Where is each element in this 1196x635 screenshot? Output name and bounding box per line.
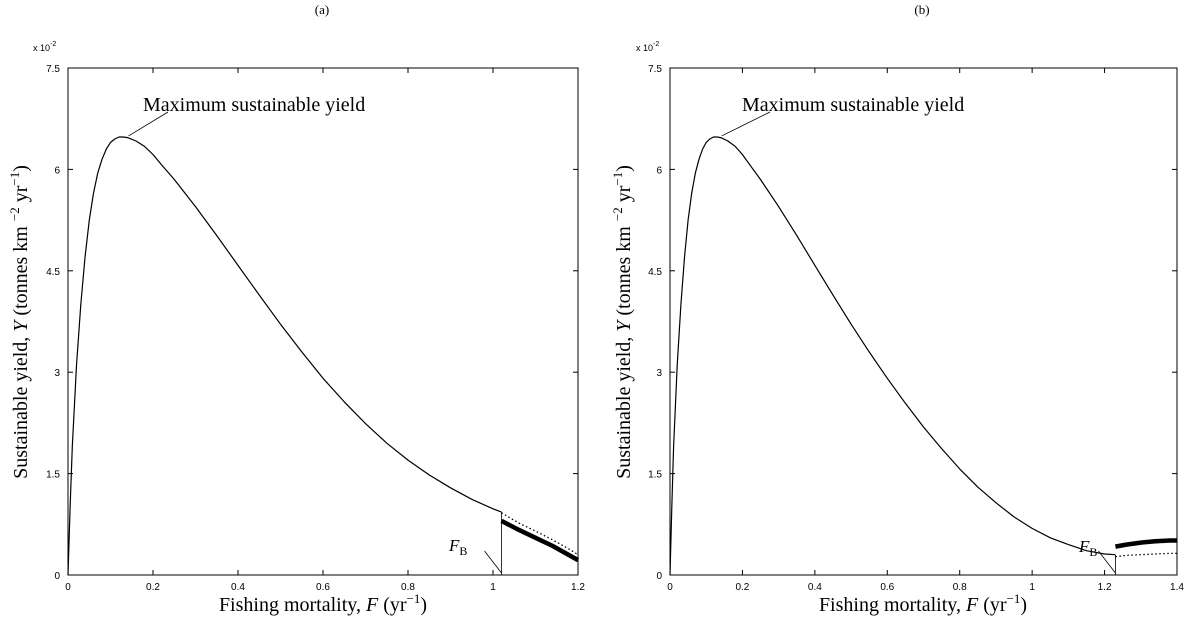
x-tick-label: 0.4 [808, 582, 822, 593]
y-tick-label: 1.5 [648, 470, 662, 481]
y-axis-label-b: Sustainable yield, Y (tonnes km −2 yr−1) [610, 165, 635, 479]
fb-label-b: FB [1078, 537, 1097, 559]
msy-leader-line [128, 111, 169, 137]
panel-b: (b) x 10-2 0 0.2 0.4 0.6 0.8 1 1.2 1.4 0 1.5 3 4.5… [610, 2, 1184, 616]
dotted-branch-line [1115, 552, 1177, 558]
x-tick-label: 1 [1029, 582, 1035, 593]
x-ticks-a: 0 0.2 0.4 0.6 0.8 1 1.2 [65, 68, 585, 593]
x-tick-label: 0.2 [735, 582, 749, 593]
annotation-msy-a: Maximum sustainable yield [143, 94, 365, 116]
chart-marks-b [669, 111, 1177, 576]
thick-branch-line [500, 518, 580, 563]
y-tick-label: 6 [54, 165, 60, 176]
x-tick-label: 0 [667, 582, 673, 593]
x-tick-label: 1 [490, 582, 496, 593]
x-tick-label: 1.2 [1098, 582, 1112, 593]
panel-label-a: (a) [315, 2, 329, 17]
x-tick-label: 0.2 [146, 582, 160, 593]
msy-leader-line [721, 111, 771, 137]
plot-frame-b [669, 67, 1178, 576]
x-tick-label: 0.6 [880, 582, 894, 593]
x-tick-label: 0.4 [231, 582, 245, 593]
y-ticks-a: 0 1.5 3 4.5 6 7.5 [46, 64, 578, 582]
y-tick-label: 6 [656, 165, 662, 176]
dotted-branch-line [501, 512, 579, 556]
panel-label-b: (b) [914, 2, 929, 17]
x-tick-label: 0.6 [316, 582, 330, 593]
y-axis-label-a: Sustainable yield, Y (tonnes km −2 yr−1) [7, 165, 32, 479]
yield-curve-line [669, 136, 1116, 576]
y-tick-label: 1.5 [46, 470, 60, 481]
thick-branch-line [1114, 538, 1177, 549]
y-ticks-b: 0 1.5 3 4.5 6 7.5 [648, 64, 1177, 582]
y-tick-label: 4.5 [648, 267, 662, 278]
fb-leader-line [484, 550, 502, 574]
x-tick-label: 1.2 [571, 582, 585, 593]
fb-leader-line [1098, 550, 1116, 574]
x-axis-label-a: Fishing mortality, F (yr−1) [219, 591, 427, 616]
y-tick-label: 7.5 [648, 64, 662, 75]
x-tick-label: 1.4 [1170, 582, 1184, 593]
y-tick-label: 7.5 [46, 64, 60, 75]
y-scale-label-b: x 10-2 [636, 41, 659, 53]
fb-label-a: FB [448, 536, 467, 558]
plot-frame-a [67, 67, 579, 576]
y-tick-label: 3 [656, 368, 662, 379]
y-tick-label: 0 [656, 571, 662, 582]
annotation-msy-b: Maximum sustainable yield [742, 94, 964, 116]
panel-a: (a) x 10-2 0 0.2 0.4 0.6 0.8 1 1.2 0 1.5 3 4.5 6 7.… [7, 2, 585, 616]
chart-marks-a [67, 111, 580, 576]
x-tick-label: 0.8 [953, 582, 967, 593]
y-scale-label-a: x 10-2 [33, 41, 56, 53]
y-tick-label: 4.5 [46, 267, 60, 278]
x-ticks-b: 0 0.2 0.4 0.6 0.8 1 1.2 1.4 [667, 68, 1184, 593]
y-tick-label: 3 [54, 368, 60, 379]
y-tick-label: 0 [54, 571, 60, 582]
yield-curve-line [67, 136, 502, 576]
x-tick-label: 0.8 [401, 582, 415, 593]
x-axis-label-b: Fishing mortality, F (yr−1) [819, 591, 1027, 616]
x-tick-label: 0 [65, 582, 71, 593]
